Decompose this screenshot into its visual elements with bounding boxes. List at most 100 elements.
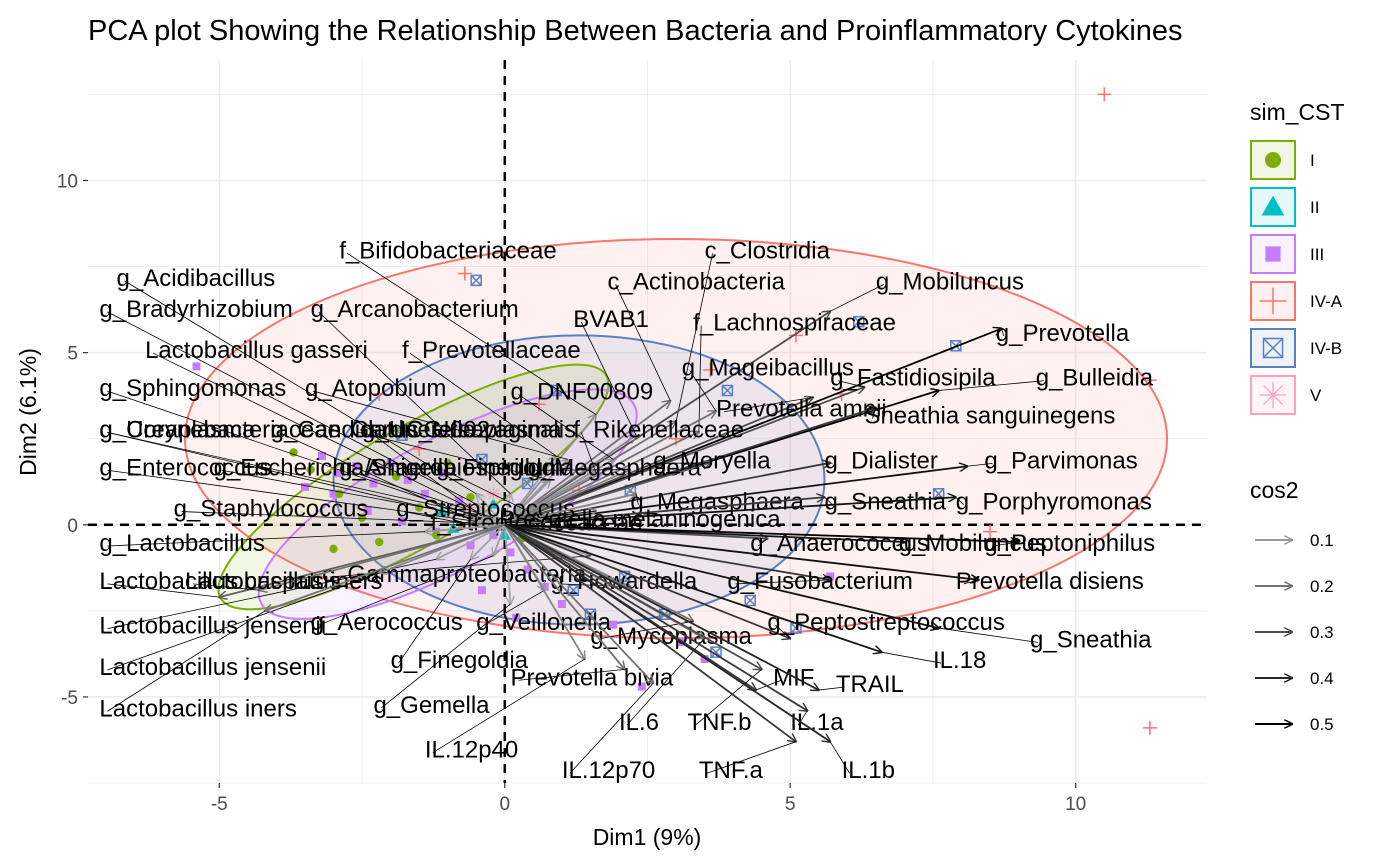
variable-label: g_Gemella bbox=[373, 692, 490, 719]
variable-arrow bbox=[503, 524, 585, 659]
y-tick-label: 0 bbox=[67, 516, 78, 537]
variable-leader-line bbox=[278, 432, 471, 520]
variable-leader-line bbox=[675, 253, 713, 422]
variable-label: Lactobacillus gasseri bbox=[145, 337, 368, 364]
variable-leader-line bbox=[758, 538, 768, 547]
variable-arrow bbox=[504, 523, 819, 690]
point-iii bbox=[369, 479, 378, 488]
variable-label: g_Mobiluncus bbox=[876, 268, 1024, 295]
variable-label: Gardnerella vaginalis bbox=[351, 416, 576, 443]
variable-leader-line bbox=[124, 280, 477, 495]
variable-label: Sneathia sanguinegens bbox=[864, 403, 1115, 430]
variable-arrow bbox=[504, 523, 1019, 542]
variable-leader-line bbox=[695, 669, 762, 726]
variable-label: g_Mobiluncus bbox=[899, 530, 1047, 557]
point-iii bbox=[300, 482, 309, 491]
variable-arrow bbox=[504, 524, 796, 742]
variable-leader-line bbox=[381, 603, 511, 709]
variable-leader-line bbox=[824, 496, 833, 505]
variable-leader-line bbox=[881, 651, 942, 664]
variable-arrow bbox=[504, 311, 830, 526]
variable-leader-line bbox=[444, 469, 528, 512]
variable-leader-line bbox=[535, 469, 631, 471]
variable-leader-line bbox=[346, 253, 597, 415]
x-axis-title: Dim1 (9%) bbox=[593, 824, 702, 850]
variable-arrow bbox=[504, 524, 625, 670]
variable-leader-line bbox=[312, 390, 568, 460]
point-i bbox=[392, 472, 401, 481]
variable-label: g_Parvimonas bbox=[984, 447, 1137, 474]
variable-arrow bbox=[504, 387, 865, 526]
variable-leader-line bbox=[661, 462, 711, 464]
variable-leader-line bbox=[698, 325, 702, 432]
variable-leader-line bbox=[626, 638, 705, 726]
variable-arrow bbox=[259, 523, 506, 590]
variable-label: Lactobacillus jensenii bbox=[99, 613, 326, 640]
point-i bbox=[289, 448, 298, 457]
variable-leader-line bbox=[830, 462, 833, 464]
variable-leader-line bbox=[955, 496, 965, 505]
point-iii bbox=[352, 462, 361, 471]
variable-leader-line bbox=[409, 352, 557, 457]
variable-leader-line bbox=[107, 390, 471, 515]
variable-arrow bbox=[504, 397, 813, 526]
point-i bbox=[306, 465, 315, 474]
point-iii bbox=[403, 476, 412, 485]
y-tick-label: 10 bbox=[57, 172, 78, 193]
variable-leader-line bbox=[369, 432, 483, 517]
point-iii bbox=[523, 565, 532, 574]
variable-arrow bbox=[504, 497, 825, 526]
legend-symbol-iii bbox=[1265, 246, 1281, 262]
variable-leader-line bbox=[838, 380, 865, 388]
variable-leader-line bbox=[107, 610, 266, 712]
point-iii bbox=[386, 458, 395, 467]
variable-leader-line bbox=[518, 668, 625, 681]
point-iv-a bbox=[788, 328, 803, 343]
variable-leader-line bbox=[193, 583, 260, 591]
point-iii bbox=[477, 586, 486, 595]
variable-label: g_Moryella bbox=[653, 447, 771, 474]
variable-label: BVAB1 bbox=[573, 306, 649, 333]
legend-title-cos2: cos2 bbox=[1250, 477, 1299, 503]
variable-leader-line bbox=[830, 283, 885, 312]
legend-cos2-label: 0.1 bbox=[1310, 531, 1334, 550]
variable-label: g_Candidatus_Ureaplasma bbox=[271, 416, 562, 443]
y-axis-title: Dim2 (6.1%) bbox=[15, 348, 41, 476]
variable-label: f_Lachnospiraceae bbox=[693, 310, 896, 337]
variable-leader-line bbox=[318, 555, 494, 626]
point-i bbox=[443, 458, 452, 468]
point-iii bbox=[637, 682, 646, 691]
variable-arrow bbox=[425, 523, 505, 532]
variable-label: g_Acidibacillus bbox=[117, 265, 276, 292]
variable-label: TRAIL bbox=[836, 671, 904, 698]
variable-leader-line bbox=[938, 627, 1039, 643]
variable-leader-line bbox=[818, 686, 844, 691]
legend-key-iii bbox=[1250, 234, 1296, 274]
variable-label: g_Escherichia/Shigella bbox=[214, 454, 457, 481]
variable-label: f_Bifidobacteriaceae bbox=[339, 237, 556, 264]
variable-arrow bbox=[265, 523, 506, 611]
variable-arrow bbox=[504, 497, 956, 526]
point-iv-b bbox=[852, 315, 865, 328]
point-iii bbox=[512, 613, 521, 622]
variable-leader-line bbox=[330, 555, 591, 578]
variable-leader-line bbox=[107, 311, 477, 505]
legend-label-iv-b: IV-B bbox=[1310, 339, 1342, 358]
variable-leader-line bbox=[723, 397, 814, 413]
legend-label-iii: III bbox=[1310, 245, 1324, 264]
variable-label: g_Sphingomonas bbox=[99, 375, 286, 402]
variable-leader-line bbox=[1001, 328, 1005, 337]
point-iii bbox=[192, 362, 201, 371]
variable-leader-line bbox=[580, 322, 637, 436]
x-tick-label: 5 bbox=[785, 794, 796, 815]
variable-arrow bbox=[493, 518, 506, 525]
variable-label: Lactobacillus iners bbox=[99, 695, 296, 722]
variable-label: g_Anaerobiospirillum bbox=[339, 454, 563, 481]
variable-label: g_Bulleidia bbox=[1036, 365, 1154, 392]
point-iii bbox=[455, 496, 464, 505]
variable-label: f_Prevotellaceae bbox=[402, 337, 581, 364]
variable-label: Lactobacillus iners bbox=[185, 568, 382, 595]
point-i bbox=[374, 537, 384, 547]
